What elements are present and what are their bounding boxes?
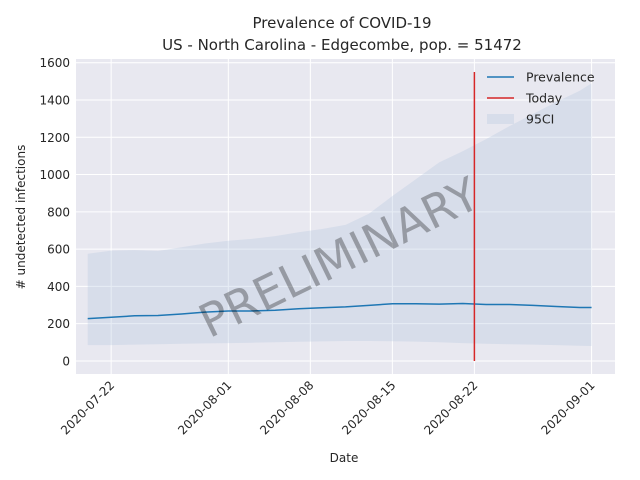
y-tick-label: 800 <box>47 205 70 219</box>
ci-band <box>87 83 592 346</box>
legend-prevalence-label: Prevalence <box>526 70 595 85</box>
x-tick-label: 2020-08-15 <box>339 378 398 437</box>
x-tick-label: 2020-07-22 <box>58 378 117 437</box>
y-tick-label: 1600 <box>39 56 70 70</box>
gridlines <box>76 59 615 374</box>
x-axis-ticks: 2020-07-22 2020-08-01 2020-08-08 2020-08-15… <box>58 378 598 437</box>
y-tick-label: 400 <box>47 280 70 294</box>
x-axis-label: Date <box>330 451 359 465</box>
ci-band-layer <box>87 83 592 346</box>
legend-ci-swatch <box>487 114 514 124</box>
y-tick-label: 1400 <box>39 94 70 108</box>
y-tick-label: 200 <box>47 317 70 331</box>
legend-today-label: Today <box>525 91 563 106</box>
x-tick-label: 2020-08-08 <box>257 378 316 437</box>
x-tick-label: 2020-09-01 <box>538 378 597 437</box>
x-tick-label: 2020-08-01 <box>175 378 234 437</box>
y-tick-label: 0 <box>62 354 70 368</box>
y-tick-label: 1000 <box>39 168 70 182</box>
y-axis-ticks: 0 200 400 600 800 1000 1200 1400 1600 <box>39 56 70 368</box>
prevalence-line <box>87 302 592 320</box>
chart-subtitle: US - North Carolina - Edgecombe, pop. = … <box>162 36 522 54</box>
x-tick-label: 2020-08-22 <box>421 378 480 437</box>
plot-area <box>76 59 615 374</box>
legend: Prevalence Today 95CI <box>487 70 595 127</box>
prevalence-line-layer <box>87 302 592 320</box>
y-axis-label: # undetected infections <box>14 145 28 290</box>
chart-title: Prevalence of COVID-19 <box>252 14 431 32</box>
y-tick-label: 1200 <box>39 131 70 145</box>
legend-ci-label: 95CI <box>526 112 554 127</box>
y-tick-label: 600 <box>47 243 70 257</box>
